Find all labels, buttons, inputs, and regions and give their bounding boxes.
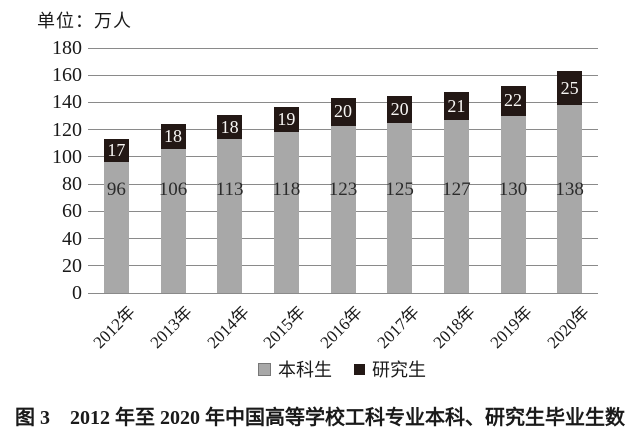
bar-2018年-graduate	[443, 91, 469, 121]
y-tick-label: 160	[52, 64, 82, 87]
bar-2020年-graduate	[557, 71, 583, 106]
bar-value-undergraduate: 96	[106, 179, 126, 200]
bar-2014年-graduate	[217, 114, 243, 140]
bar-2017年-undergraduate	[387, 122, 413, 293]
bar-value-undergraduate: 118	[272, 179, 301, 200]
bar-2015年-graduate	[273, 106, 299, 133]
figure-caption: 图 3 2012 年至 2020 年中国高等学校工科专业本科、研究生毕业生数	[15, 407, 625, 429]
bar-2014年-undergraduate	[217, 139, 243, 293]
gridline	[88, 74, 598, 76]
bar-2012年-graduate	[103, 139, 129, 163]
graduate-swatch-icon	[354, 363, 365, 375]
bar-value-graduate: 18	[164, 126, 182, 147]
bar-2016年-graduate	[330, 98, 356, 126]
bar-2019年-graduate	[500, 86, 526, 117]
legend-item-graduate: 研究生	[354, 356, 426, 382]
bar-value-undergraduate: 123	[328, 179, 358, 200]
bar-2015年-undergraduate	[273, 132, 299, 293]
bar-value-graduate: 18	[220, 116, 239, 137]
bar-2019年-undergraduate	[500, 116, 526, 293]
gridline	[88, 47, 598, 49]
bar-2016年-undergraduate	[330, 125, 356, 293]
legend-label-graduate: 研究生	[372, 360, 426, 380]
bar-2020年-undergraduate	[557, 105, 583, 293]
bar-value-undergraduate: 130	[498, 179, 528, 200]
bar-value-undergraduate: 106	[158, 179, 188, 200]
bar-2018年-undergraduate	[443, 120, 469, 293]
y-tick-label: 180	[52, 37, 82, 59]
legend: 本科生 研究生	[22, 356, 640, 382]
undergraduate-swatch-icon	[258, 362, 271, 376]
bar-value-undergraduate: 138	[555, 179, 584, 200]
bar-value-undergraduate: 127	[442, 179, 471, 200]
y-tick-label: 120	[52, 118, 82, 141]
unit-label: 单位：万人	[37, 11, 132, 31]
bar-value-graduate: 19	[277, 108, 296, 129]
legend-label-undergraduate: 本科生	[278, 360, 332, 380]
legend-item-undergraduate: 本科生	[258, 356, 332, 382]
y-tick-label: 60	[62, 200, 82, 223]
bar-value-graduate: 17	[107, 140, 126, 161]
bar-value-undergraduate: 125	[385, 179, 414, 200]
bar-value-undergraduate: 113	[215, 179, 244, 200]
y-tick-label: 20	[62, 254, 82, 277]
y-tick-label: 100	[52, 145, 82, 168]
plot-area: 96 17 106 18 113 18 118 19 123 20 125 20 127 21 130 22 1…	[88, 47, 598, 294]
y-tick-label: 0	[72, 282, 82, 304]
y-tick-label: 40	[62, 227, 82, 250]
y-tick-label: 80	[62, 173, 82, 196]
bar-2013年-graduate	[160, 124, 186, 149]
bar-2017年-graduate	[387, 95, 413, 123]
bar-2012年-undergraduate	[103, 162, 129, 293]
bar-2013年-undergraduate	[160, 148, 186, 293]
bar-value-graduate: 20	[334, 101, 352, 122]
gridline	[88, 292, 598, 294]
bar-value-graduate: 21	[447, 95, 466, 116]
bar-value-graduate: 22	[504, 90, 522, 111]
y-tick-label: 140	[52, 91, 82, 114]
bar-value-graduate: 25	[560, 78, 579, 99]
bar-value-graduate: 20	[390, 98, 409, 119]
